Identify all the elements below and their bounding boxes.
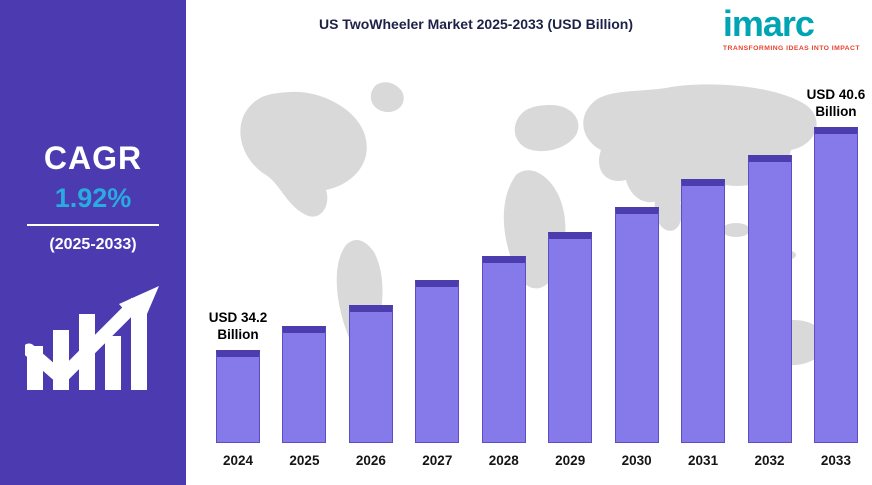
x-axis-label-2025: 2025 [289, 453, 320, 468]
bar-group-2025: 2025 [282, 326, 327, 468]
cagr-label: CAGR [43, 140, 143, 176]
imarc-logo-tagline: TRANSFORMING IDEAS INTO IMPACT [722, 45, 860, 52]
bar-chart: USD 34.2 Billion 2024 2025 2026 2027 2028 2029… [209, 87, 866, 468]
growth-chart-icon [25, 286, 159, 390]
bar-2024 [216, 350, 260, 443]
bar-2032 [747, 155, 792, 443]
bar-group-2026: 2026 [348, 305, 393, 468]
bar-group-2032: 2032 [747, 155, 792, 468]
cagr-period: (2025-2033) [49, 236, 137, 253]
x-axis-label-2024: 2024 [222, 453, 254, 468]
cagr-panel: CAGR 1.92% (2025-2033) [0, 0, 186, 485]
imarc-logo-text: imarc [722, 3, 815, 44]
bar-group-2027: 2027 [415, 280, 460, 468]
bar-2031 [681, 179, 726, 443]
bar-group-2029: 2029 [548, 232, 593, 468]
chart-title: US TwoWheeler Market 2025-2033 (USD Bill… [318, 16, 634, 32]
bar-2028 [481, 256, 526, 443]
bar-2025 [282, 326, 327, 443]
x-axis-label-2027: 2027 [422, 453, 453, 468]
divider-line [27, 224, 159, 226]
bar-2027 [415, 280, 460, 443]
x-axis-label-2030: 2030 [621, 453, 652, 468]
chart-area: US TwoWheeler Market 2025-2033 (USD Bill… [186, 0, 872, 485]
x-axis-label-2031: 2031 [688, 453, 719, 468]
x-axis-label-2029: 2029 [555, 453, 586, 468]
bar-2030 [614, 207, 659, 443]
bar-group-2028: 2028 [481, 256, 526, 468]
x-axis-label-2026: 2026 [355, 453, 386, 468]
bar-group-2033: USD 40.6 Billion 2033 [807, 87, 866, 468]
bar-group-2031: 2031 [681, 179, 726, 468]
bar-value-label: USD 34.2 Billion [208, 309, 268, 343]
bar-group-2024: USD 34.2 Billion 2024 [209, 310, 268, 468]
imarc-logo: imarc TRANSFORMING IDEAS INTO IMPACT [722, 3, 860, 53]
bar-group-2030: 2030 [614, 207, 659, 468]
x-axis-label-2033: 2033 [820, 453, 851, 468]
bar-2033 [813, 127, 858, 443]
x-axis-label-2028: 2028 [488, 453, 519, 468]
bar-value-label: USD 40.6 Billion [806, 86, 866, 120]
x-axis-label-2032: 2032 [754, 453, 785, 468]
bar-2029 [548, 232, 593, 443]
bar-2026 [348, 305, 393, 443]
cagr-value: 1.92% [54, 183, 132, 213]
